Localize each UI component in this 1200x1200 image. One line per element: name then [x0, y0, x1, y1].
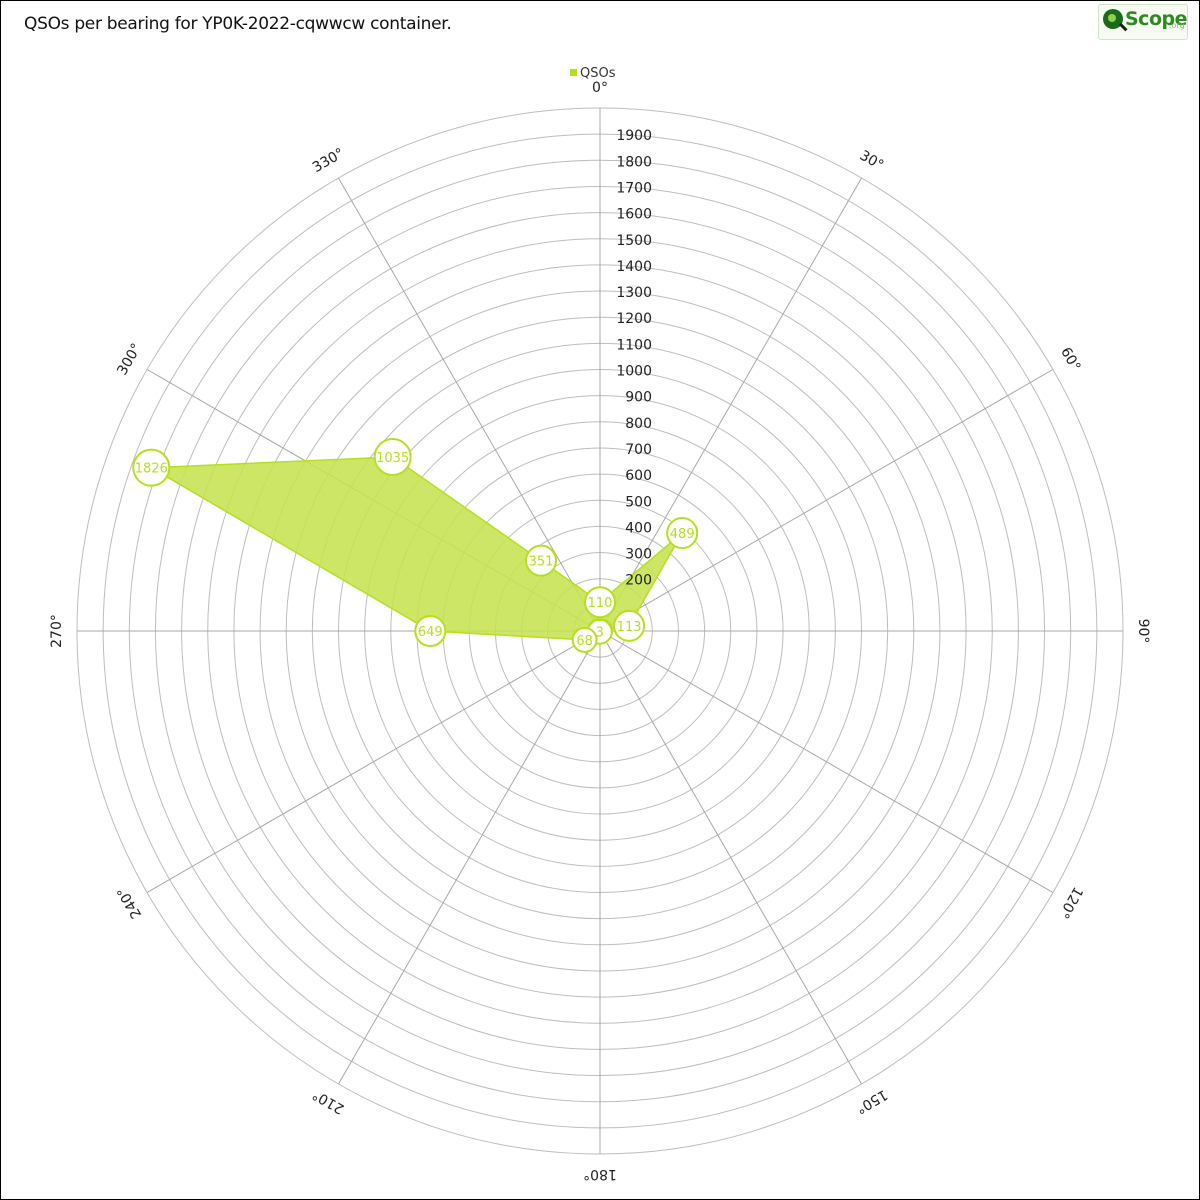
grid-spoke — [599, 177, 862, 632]
grid-spoke — [599, 369, 1054, 632]
radial-tick-label: 300 — [625, 547, 652, 563]
data-point-label: 1035 — [376, 451, 409, 466]
radial-tick-label: 800 — [625, 416, 652, 432]
radial-tick-label: 1300 — [616, 285, 652, 301]
polar-grid — [76, 107, 1124, 1155]
radial-tick-label: 1200 — [616, 311, 652, 327]
angular-tick-label: 240° — [114, 884, 145, 921]
angular-tick-label: 210° — [310, 1086, 347, 1117]
angular-tick-label: 120° — [1055, 884, 1086, 921]
data-points: 110489113036864918261035351 — [132, 438, 699, 653]
radial-tick-label: 400 — [625, 520, 652, 536]
radial-tick-label: 900 — [625, 390, 652, 406]
radial-tick-label: 1000 — [616, 364, 652, 380]
legend: QSOs — [570, 66, 616, 81]
grid-spoke — [146, 630, 601, 893]
angular-tick-label: 270° — [49, 614, 65, 648]
data-point-marker[interactable] — [414, 615, 447, 647]
radial-tick-label: 1900 — [616, 128, 652, 144]
angular-tick-label: 60° — [1057, 345, 1083, 375]
data-point-label: 3 — [596, 626, 604, 641]
angular-tick-label: 30° — [857, 148, 887, 174]
radial-tick-label: 700 — [625, 442, 652, 458]
data-point-label: 113 — [617, 620, 642, 635]
radial-tick-label: 1800 — [616, 154, 652, 170]
radial-tick-label: 1700 — [616, 180, 652, 196]
data-point-marker[interactable] — [525, 544, 558, 577]
radial-tick-label: 500 — [625, 494, 652, 510]
magnifier-icon — [1103, 9, 1123, 29]
radial-tick-labels: 200 300 400 500 600 700 800 900 1000 1100 1200 1300… — [616, 128, 652, 589]
data-point-marker[interactable] — [584, 586, 616, 619]
legend-swatch — [570, 69, 577, 76]
data-point-label: 649 — [418, 625, 443, 640]
angular-tick-label: 180° — [583, 1166, 617, 1182]
radial-tick-label: 600 — [625, 468, 652, 484]
data-point-label: 110 — [588, 596, 613, 611]
logo-suffix: .org — [1169, 21, 1185, 30]
angular-tick-label: 330° — [310, 145, 347, 176]
angular-tick-labels: 0° 30° 60° 90° 120° 150° 180° 210° 240° 270° 300° 3… — [49, 80, 1151, 1182]
legend-label-qsos: QSOs — [580, 66, 616, 81]
angular-tick-label: 150° — [853, 1086, 890, 1117]
angular-tick-label: 300° — [114, 341, 145, 378]
logo-text: Scope — [1125, 8, 1188, 30]
data-point-label: 1826 — [135, 462, 168, 477]
radial-tick-label: 1400 — [616, 259, 652, 275]
chart-title: QSOs per bearing for YP0K-2022-cqwwcw co… — [24, 14, 452, 34]
data-point-marker[interactable] — [666, 517, 699, 550]
grid-spoke — [338, 177, 601, 632]
data-point-label: 68 — [576, 634, 593, 649]
data-point-marker[interactable] — [571, 626, 598, 653]
data-point-marker[interactable] — [373, 438, 412, 477]
data-point-marker[interactable] — [132, 448, 171, 487]
angular-tick-label: 90° — [1135, 619, 1151, 644]
radial-tick-label: 1100 — [616, 337, 652, 353]
radial-tick-label: 1600 — [616, 207, 652, 223]
radial-tick-label: 1500 — [616, 233, 652, 249]
qscope-logo[interactable]: Scope .org — [1098, 4, 1188, 40]
data-point-label: 489 — [670, 527, 695, 542]
angular-tick-label: 0° — [592, 80, 608, 96]
grid-spoke — [599, 630, 1054, 893]
grid-spoke — [599, 630, 862, 1085]
radial-tick-label: 200 — [625, 573, 652, 589]
data-point-marker[interactable] — [613, 609, 646, 642]
grid-spoke — [338, 630, 601, 1085]
data-point-label: 351 — [529, 555, 554, 570]
